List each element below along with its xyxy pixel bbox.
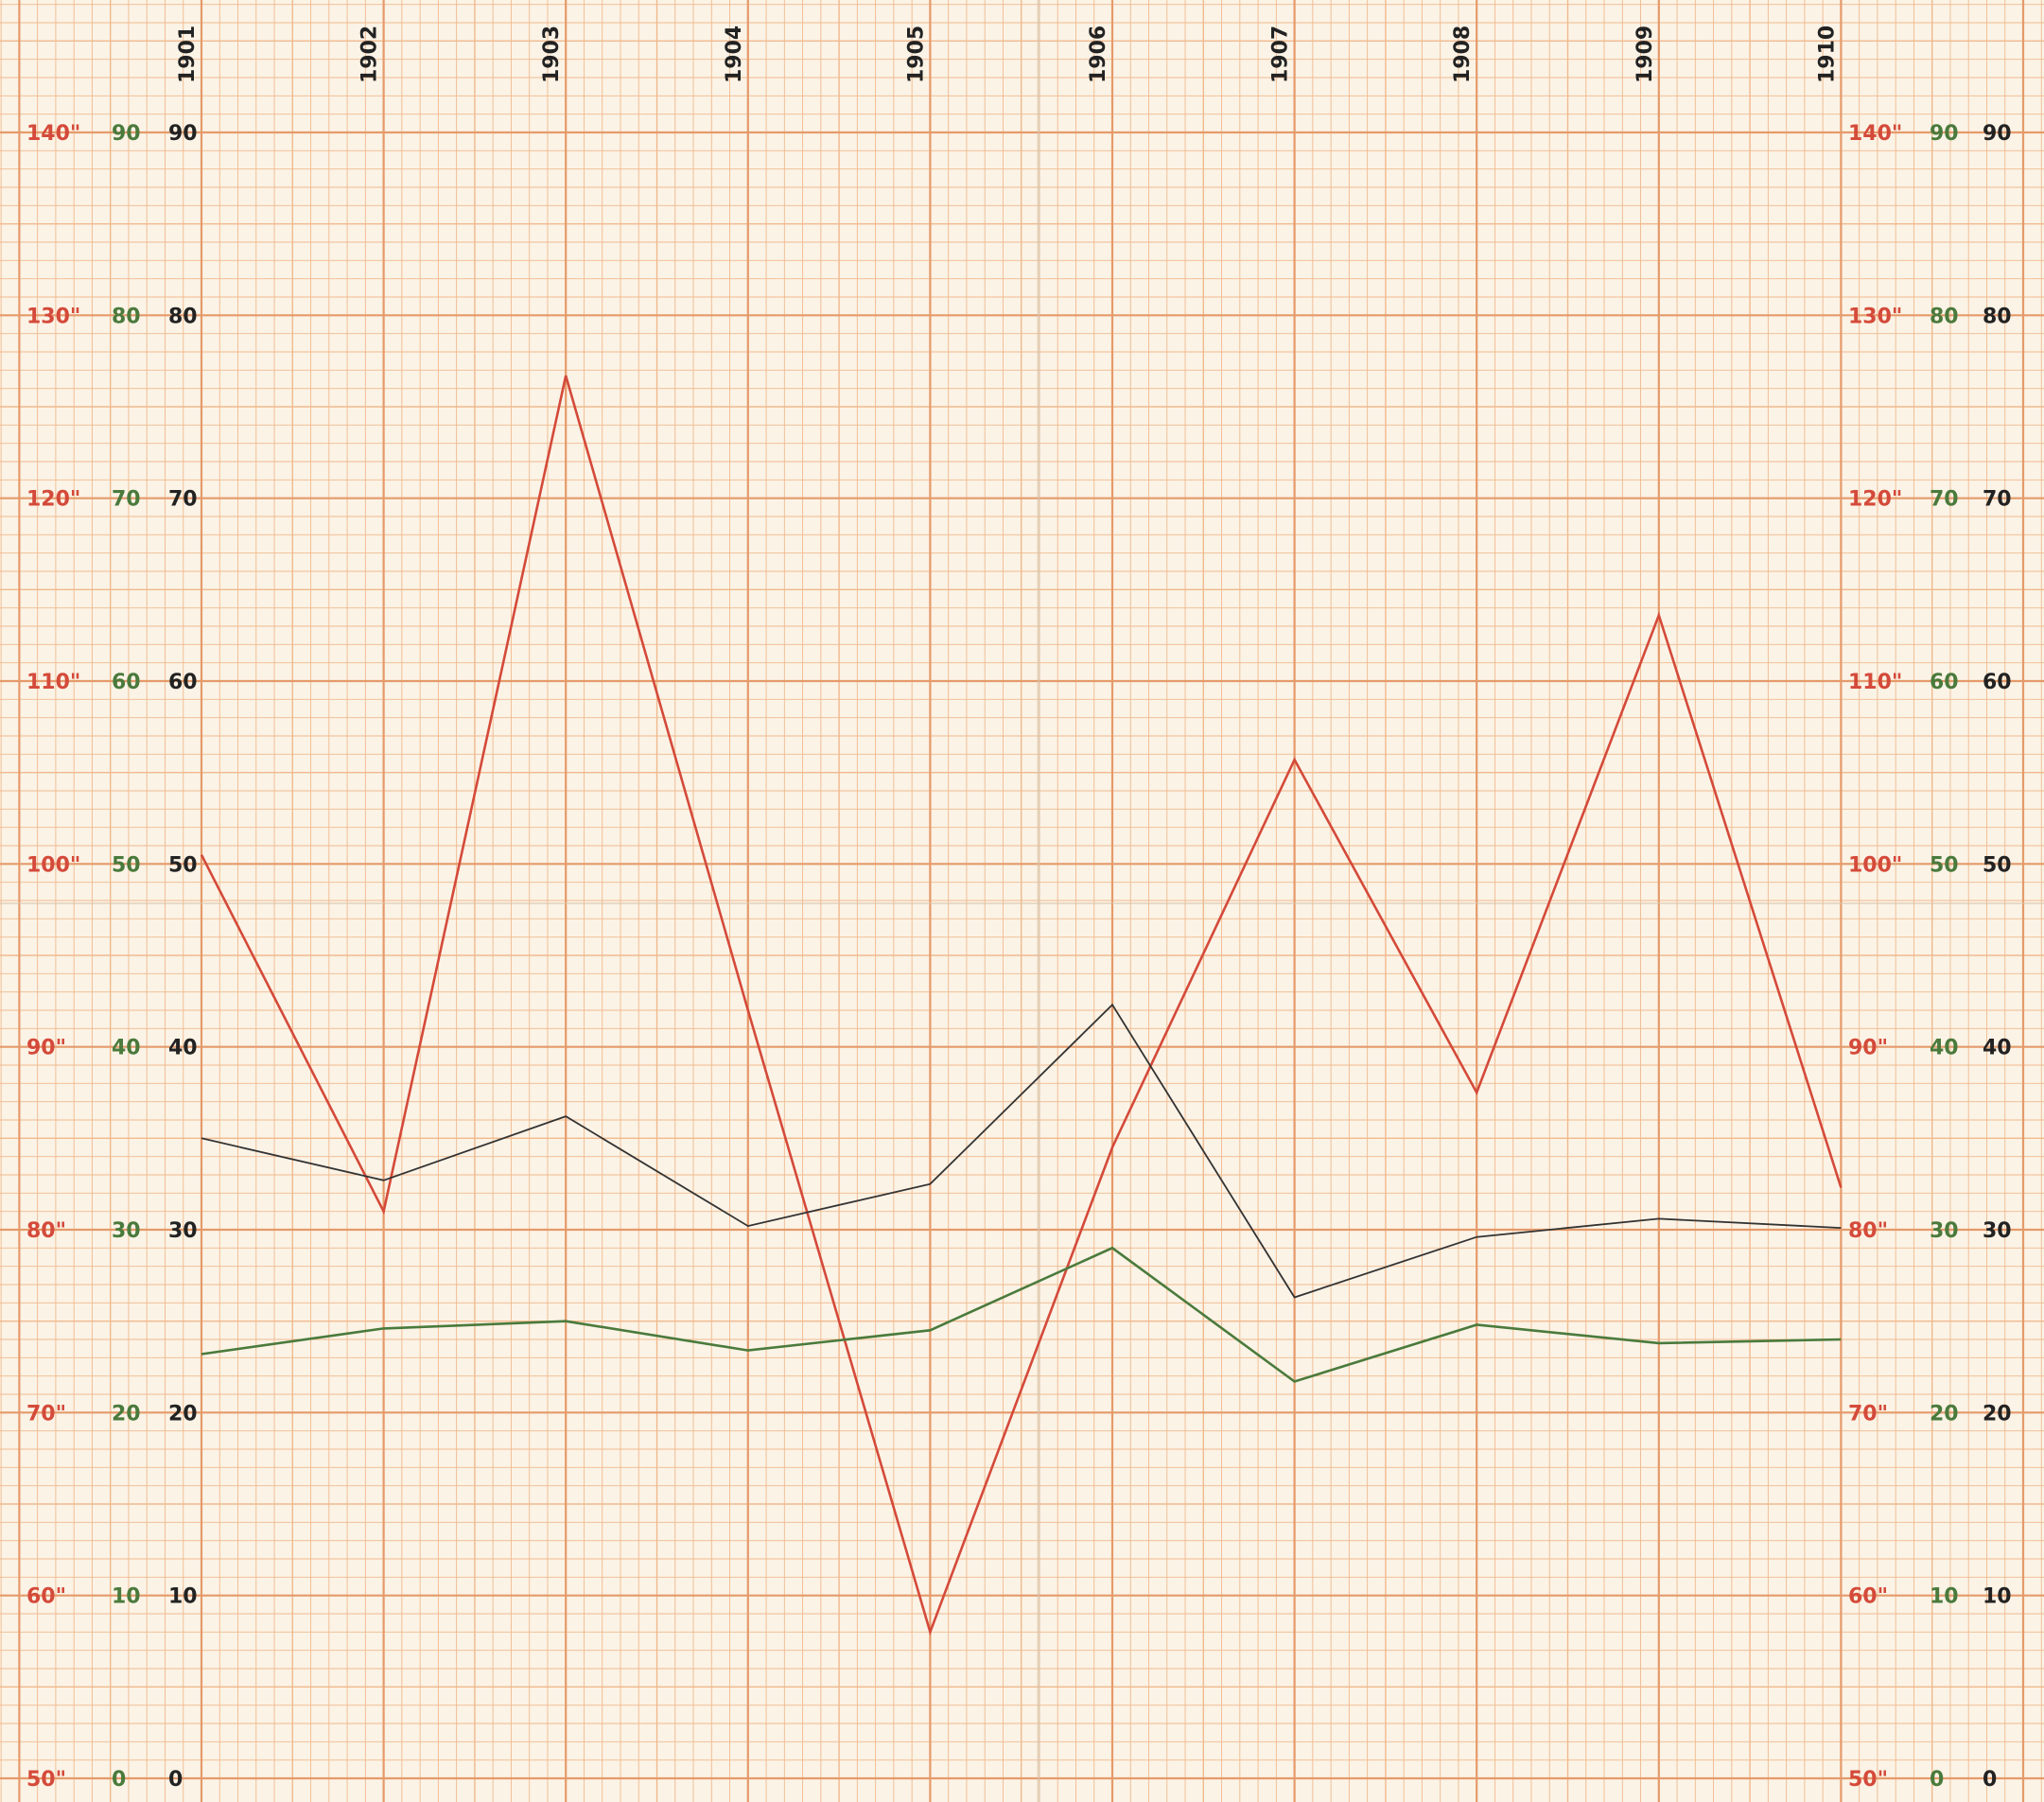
x-tick-label: 1905: [904, 26, 928, 83]
y-tick-label-black: 30: [168, 1219, 198, 1243]
y-tick-label-red: 50": [26, 1768, 66, 1792]
y-tick-label-black: 90: [1983, 122, 2012, 146]
y-tick-label-red: 130": [1848, 305, 1902, 328]
y-tick-label-green: 70: [1930, 488, 1959, 512]
y-tick-label-red: 70": [26, 1402, 66, 1426]
y-tick-label-red: 140": [26, 122, 80, 146]
y-tick-label-black: 40: [168, 1037, 198, 1060]
y-tick-label-red: 60": [1848, 1585, 1888, 1609]
y-tick-label-green: 20: [112, 1402, 141, 1426]
y-tick-label-green: 0: [112, 1768, 126, 1792]
y-tick-label-red: 80": [1848, 1219, 1888, 1243]
y-tick-label-red: 80": [26, 1219, 66, 1243]
y-tick-label-black: 20: [1983, 1402, 2012, 1426]
y-tick-label-black: 0: [1983, 1768, 1997, 1792]
x-tick-label: 1906: [1087, 26, 1110, 83]
x-tick-label: 1909: [1633, 26, 1657, 83]
y-tick-label-black: 50: [168, 853, 198, 877]
y-tick-label-red: 100": [1848, 853, 1902, 877]
y-tick-label-red: 130": [26, 305, 80, 328]
x-tick-label: 1910: [1815, 26, 1839, 83]
y-tick-label-green: 40: [1930, 1037, 1959, 1060]
y-tick-label-black: 40: [1983, 1037, 2012, 1060]
y-tick-label-red: 100": [26, 853, 80, 877]
series-line-green: [201, 1246, 1842, 1383]
y-tick-label-green: 90: [112, 122, 141, 146]
y-tick-label-red: 50": [1848, 1768, 1888, 1792]
y-tick-label-green: 50: [112, 853, 141, 877]
x-axis-labels: 1901 1902 1903 1904 1905 1906 1907 1908 1909 1910: [176, 26, 1839, 83]
y-tick-label-green: 80: [112, 305, 141, 328]
y-tick-label-green: 10: [1930, 1585, 1959, 1609]
x-tick-label: 1904: [723, 26, 746, 83]
y-tick-label-black: 60: [1983, 671, 2012, 694]
y-tick-label-green: 60: [1930, 671, 1959, 694]
y-tick-label-green: 0: [1930, 1768, 1944, 1792]
y-tick-label-red: 140": [1848, 122, 1902, 146]
y-tick-label-black: 30: [1983, 1219, 2012, 1243]
y-tick-label-green: 50: [1930, 853, 1959, 877]
y-tick-label-green: 20: [1930, 1402, 1959, 1426]
x-tick-label: 1907: [1269, 26, 1293, 83]
x-tick-label: 1908: [1451, 26, 1475, 83]
y-tick-label-black: 20: [168, 1402, 198, 1426]
y-tick-label-black: 70: [1983, 488, 2012, 512]
right-y-axes: 50" 60" 70" 80" 90" 100" 110" 120" 130" 140" 0 10 20…: [1848, 122, 2012, 1792]
y-tick-label-red: 120": [1848, 488, 1902, 512]
y-tick-label-black: 90: [168, 122, 198, 146]
y-tick-label-black: 10: [168, 1585, 198, 1609]
y-tick-label-red: 110": [26, 671, 80, 694]
y-tick-label-black: 80: [168, 305, 198, 328]
y-tick-label-red: 110": [1848, 671, 1902, 694]
y-tick-label-green: 70: [112, 488, 141, 512]
y-tick-label-black: 80: [1983, 305, 2012, 328]
y-tick-label-black: 50: [1983, 853, 2012, 877]
y-tick-label-red: 120": [26, 488, 80, 512]
series-line-red: [200, 375, 1843, 1636]
left-y-axes: 50" 60" 70" 80" 90" 100" 110" 120" 130" 140" 0 10 20…: [26, 122, 198, 1792]
y-tick-label-black: 10: [1983, 1585, 2012, 1609]
x-tick-label: 1902: [358, 26, 382, 83]
x-tick-label: 1901: [176, 26, 200, 83]
y-tick-label-red: 70": [1848, 1402, 1888, 1426]
series-line-black: [201, 1003, 1842, 1299]
x-tick-label: 1903: [540, 26, 564, 83]
y-tick-label-green: 30: [1930, 1219, 1959, 1243]
y-tick-label-green: 90: [1930, 122, 1959, 146]
y-tick-label-green: 10: [112, 1585, 141, 1609]
series-layer: [200, 375, 1843, 1636]
y-tick-label-red: 90": [1848, 1037, 1888, 1060]
y-tick-label-black: 0: [168, 1768, 183, 1792]
y-tick-label-green: 80: [1930, 305, 1959, 328]
y-tick-label-black: 60: [168, 671, 198, 694]
y-tick-label-green: 40: [112, 1037, 141, 1060]
y-tick-label-black: 70: [168, 488, 198, 512]
y-tick-label-green: 60: [112, 671, 141, 694]
y-tick-label-red: 60": [26, 1585, 66, 1609]
y-tick-label-red: 90": [26, 1037, 66, 1060]
y-tick-label-green: 30: [112, 1219, 141, 1243]
